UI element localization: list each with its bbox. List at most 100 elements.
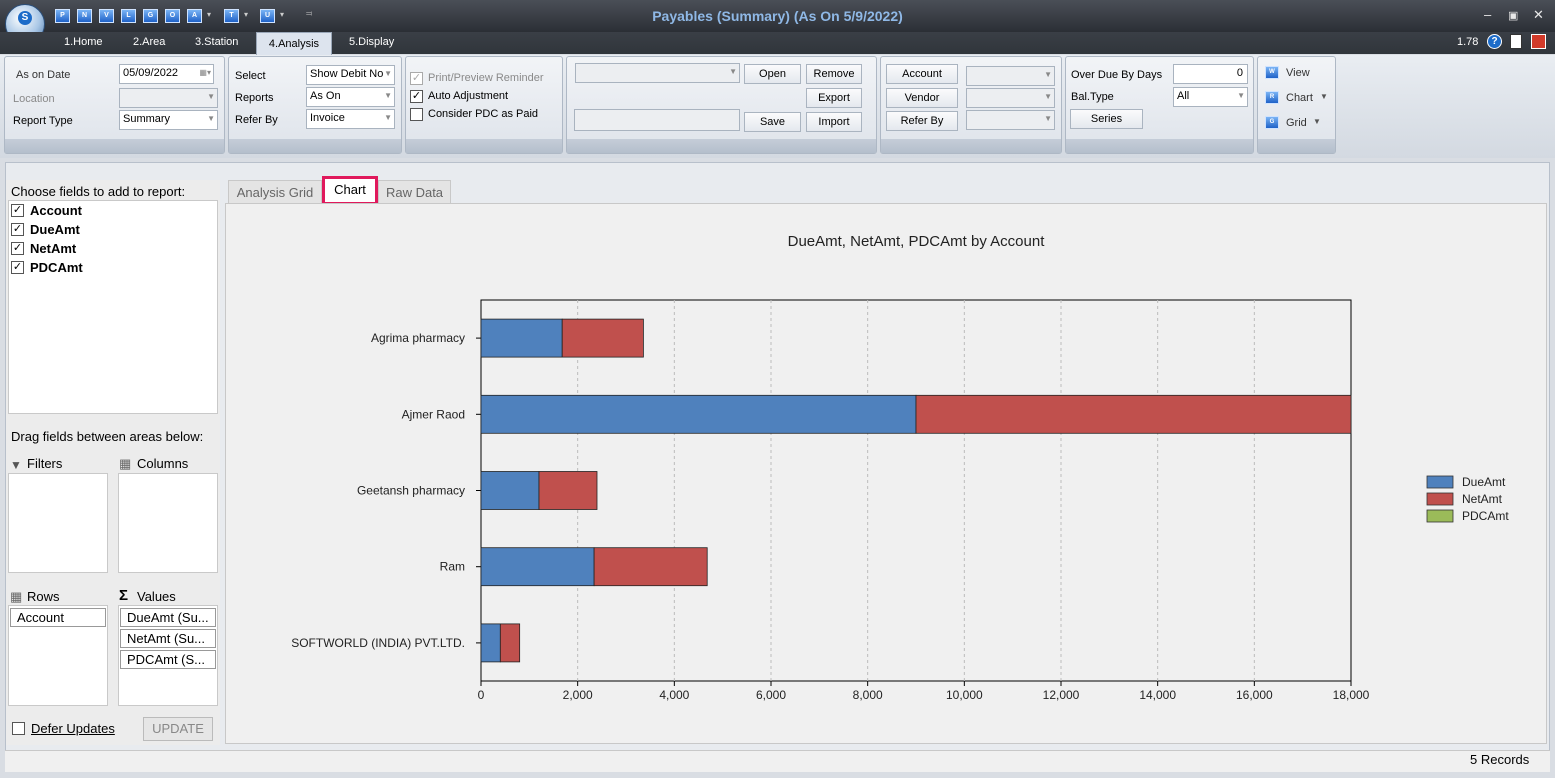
layout-name-field[interactable] — [574, 109, 740, 131]
field-item-pdcamt[interactable]: PDCAmt — [30, 260, 83, 275]
report-type-select[interactable]: Summary ▼ — [119, 110, 218, 130]
chevron-down-icon: ▼ — [1044, 114, 1052, 123]
grid-button[interactable]: Grid — [1286, 117, 1307, 129]
category-label: Agrima pharmacy — [371, 331, 465, 345]
field-item-netamt[interactable]: NetAmt — [30, 241, 77, 256]
select-label: Select — [235, 70, 266, 82]
refer-by-dropdown[interactable]: Invoice ▼ — [306, 109, 395, 129]
layout-select[interactable]: ▼ — [575, 63, 740, 83]
quick-access-a-icon[interactable]: A — [187, 9, 202, 23]
vendor-select[interactable]: ▼ — [966, 88, 1055, 108]
maximize-icon[interactable]: ▣ — [1508, 10, 1519, 22]
quick-access-l-icon[interactable]: L — [121, 9, 136, 23]
quick-access-v-icon[interactable]: V — [99, 9, 114, 23]
tab-analysis[interactable]: 4.Analysis — [256, 32, 332, 55]
quick-access-o-icon[interactable]: O — [165, 9, 180, 23]
chevron-down-icon: ▼ — [729, 67, 737, 76]
filters-area[interactable] — [8, 473, 108, 573]
chart-title: DueAmt, NetAmt, PDCAmt by Account — [788, 233, 1046, 250]
legend-label-dueamt: DueAmt — [1462, 475, 1506, 489]
calendar-icon[interactable]: ▦▾ — [199, 68, 211, 77]
chevron-down-icon[interactable]: ▾ — [280, 10, 285, 19]
value-field-pdcamt[interactable]: PDCAmt (S... — [120, 650, 216, 669]
auto-adjustment-checkbox[interactable]: ✓ — [410, 90, 423, 103]
bal-type-label: Bal.Type — [1071, 91, 1114, 103]
field-checkbox-pdcamt[interactable]: ✓ — [11, 261, 24, 274]
import-button[interactable]: Import — [806, 112, 862, 132]
chevron-down-icon[interactable]: ▼ — [1313, 117, 1321, 126]
field-item-dueamt[interactable]: DueAmt — [30, 222, 80, 237]
quick-access-u-icon[interactable]: U — [260, 9, 275, 23]
chevron-down-icon: ▼ — [207, 114, 215, 123]
refer-by-select[interactable]: ▼ — [966, 110, 1055, 130]
tab-display[interactable]: 5.Display — [349, 36, 395, 48]
defer-updates-checkbox[interactable] — [12, 722, 25, 735]
chevron-down-icon[interactable]: ▾ — [207, 10, 212, 19]
account-select[interactable]: ▼ — [966, 66, 1055, 86]
x-tick-label: 2,000 — [563, 688, 593, 702]
status-bar — [5, 750, 1550, 772]
field-item-account[interactable]: Account — [30, 203, 82, 218]
bar-netamt — [538, 471, 598, 510]
open-button[interactable]: Open — [744, 64, 801, 84]
account-button[interactable]: Account — [886, 64, 958, 84]
value-field-netamt[interactable]: NetAmt (Su... — [120, 629, 216, 648]
report-type-label: Report Type — [13, 115, 73, 127]
select-dropdown[interactable]: Show Debit No ▼ — [306, 65, 395, 85]
quick-access-g-icon[interactable]: G — [143, 9, 158, 23]
quick-access-n-icon[interactable]: N — [77, 9, 92, 23]
print-preview-checkbox[interactable]: ✓ — [410, 72, 423, 85]
help-icon[interactable]: ? — [1487, 34, 1502, 49]
tab-station[interactable]: 3.Station — [195, 36, 239, 48]
close-icon[interactable]: ✕ — [1533, 7, 1544, 22]
remove-button[interactable]: Remove — [806, 64, 862, 84]
exit-icon[interactable] — [1531, 34, 1546, 49]
tab-chart[interactable]: Chart — [322, 176, 378, 205]
document-icon[interactable] — [1510, 34, 1522, 49]
chart-button[interactable]: Chart — [1286, 92, 1313, 104]
bar-netamt — [561, 318, 644, 358]
save-button[interactable]: Save — [744, 112, 801, 132]
legend-swatch-dueamt — [1426, 475, 1454, 489]
export-button[interactable]: Export — [806, 88, 862, 108]
quick-access-p-icon[interactable]: P — [55, 9, 70, 23]
refer-by-button[interactable]: Refer By — [886, 111, 958, 131]
bar-chart: DueAmt, NetAmt, PDCAmt by Account 0 2,000 4… — [291, 233, 1509, 702]
tab-area[interactable]: 2.Area — [133, 36, 166, 48]
x-tick-label: 0 — [478, 688, 485, 702]
bar-dueamt — [480, 471, 540, 510]
columns-area[interactable] — [118, 473, 218, 573]
tab-raw-data[interactable]: Raw Data — [378, 180, 451, 204]
bar-dueamt — [480, 547, 595, 587]
minimize-icon[interactable]: – — [1484, 7, 1492, 22]
location-select[interactable]: ▼ — [119, 88, 218, 108]
value-field-dueamt[interactable]: DueAmt (Su... — [120, 608, 216, 627]
auto-adjustment-label: Auto Adjustment — [428, 90, 509, 102]
plot-area — [480, 299, 1352, 682]
tab-home[interactable]: 1.Home — [64, 36, 103, 48]
customize-toolbar-icon[interactable]: ⫤ — [306, 9, 313, 18]
vendor-button[interactable]: Vendor — [886, 88, 958, 108]
defer-updates-label: Defer Updates — [31, 721, 115, 736]
consider-pdc-checkbox[interactable] — [410, 108, 423, 121]
series-button[interactable]: Series — [1070, 109, 1143, 129]
quick-access-t-icon[interactable]: T — [224, 9, 239, 23]
reports-dropdown[interactable]: As On ▼ — [306, 87, 395, 107]
tab-analysis-grid[interactable]: Analysis Grid — [228, 180, 322, 204]
chevron-down-icon[interactable]: ▾ — [244, 10, 249, 19]
view-button[interactable]: View — [1286, 67, 1310, 79]
over-due-field[interactable]: 0 — [1173, 64, 1248, 84]
chevron-down-icon[interactable]: ▼ — [1320, 92, 1328, 101]
chevron-down-icon: ▼ — [1044, 92, 1052, 101]
legend-swatch-netamt — [1426, 492, 1454, 506]
bal-type-select[interactable]: All ▼ — [1173, 87, 1248, 107]
field-checkbox-netamt[interactable]: ✓ — [11, 242, 24, 255]
bar-netamt — [593, 547, 708, 587]
grid-icon: G — [1265, 116, 1279, 129]
field-checkbox-dueamt[interactable]: ✓ — [11, 223, 24, 236]
as-on-date-field[interactable]: 05/09/2022 ▦▾ — [119, 64, 214, 84]
update-button[interactable]: UPDATE — [143, 717, 213, 741]
bar-dueamt — [480, 318, 563, 358]
row-field-account[interactable]: Account — [10, 608, 106, 627]
field-checkbox-account[interactable]: ✓ — [11, 204, 24, 217]
